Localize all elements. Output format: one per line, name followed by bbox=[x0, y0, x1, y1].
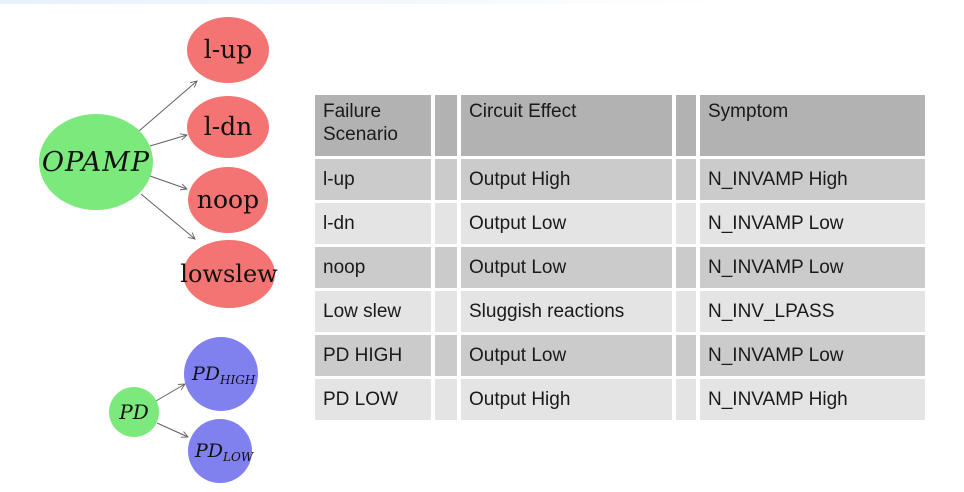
header-cell-failure-scenario: Failure Scenario bbox=[315, 95, 431, 156]
table-cell-symptom: N_INVAMP High bbox=[700, 159, 925, 200]
row-spacer-cell bbox=[676, 291, 696, 332]
table-cell-scenario: Low slew bbox=[315, 291, 431, 332]
edge-pd-to-pdlow bbox=[156, 422, 189, 438]
edge-opamp-to-lowslew bbox=[140, 193, 196, 240]
header-spacer-cell bbox=[676, 95, 696, 156]
edge-pd-to-pdhigh bbox=[155, 383, 186, 402]
row-spacer-cell bbox=[435, 291, 457, 332]
table-cell-scenario: PD HIGH bbox=[315, 335, 431, 376]
table-cell-scenario: l-up bbox=[315, 159, 431, 200]
table-cell-effect: Output Low bbox=[461, 247, 672, 288]
table-cell-effect: Output High bbox=[461, 379, 672, 420]
table-cell-scenario: PD LOW bbox=[315, 379, 431, 420]
node-pd-label: PD bbox=[118, 400, 149, 424]
node-l-up bbox=[187, 17, 269, 83]
node-opamp-label: OPAMP bbox=[42, 147, 150, 178]
node-pd-high-label: PDHIGH bbox=[191, 363, 256, 387]
table-cell-symptom: N_INVAMP Low bbox=[700, 247, 925, 288]
edge-opamp-to-l-up bbox=[138, 80, 198, 132]
row-spacer-cell bbox=[676, 335, 696, 376]
table-cell-symptom: N_INVAMP Low bbox=[700, 335, 925, 376]
row-spacer-cell bbox=[435, 159, 457, 200]
table-cell-effect: Sluggish reactions bbox=[461, 291, 672, 332]
table-cell-symptom: N_INV_LPASS bbox=[700, 291, 925, 332]
top-edge-strip bbox=[0, 0, 964, 4]
row-spacer-cell bbox=[676, 203, 696, 244]
edge-opamp-to-l-dn bbox=[149, 133, 188, 147]
table-cell-symptom: N_INVAMP High bbox=[700, 379, 925, 420]
node-lowslew bbox=[183, 240, 275, 308]
row-spacer-cell bbox=[435, 247, 457, 288]
header-spacer-cell bbox=[435, 95, 457, 156]
node-noop-label: noop bbox=[197, 185, 259, 214]
failure-scenario-table: Failure Scenario Circuit Effect Symptom … bbox=[315, 95, 925, 420]
table-cell-effect: Output Low bbox=[461, 335, 672, 376]
table-cell-effect: Output Low bbox=[461, 203, 672, 244]
node-pd-low-label: PDLOW bbox=[194, 440, 255, 464]
row-spacer-cell bbox=[435, 203, 457, 244]
table-cell-scenario: noop bbox=[315, 247, 431, 288]
table-cell-symptom: N_INVAMP Low bbox=[700, 203, 925, 244]
node-opamp bbox=[39, 114, 153, 210]
table-cell-effect: Output High bbox=[461, 159, 672, 200]
node-pd bbox=[109, 387, 159, 437]
row-spacer-cell bbox=[435, 379, 457, 420]
node-l-dn bbox=[187, 96, 269, 158]
row-spacer-cell bbox=[676, 247, 696, 288]
node-l-dn-label: l-dn bbox=[204, 112, 253, 141]
row-spacer-cell bbox=[435, 335, 457, 376]
node-pd-high bbox=[184, 337, 258, 411]
header-cell-symptom: Symptom bbox=[700, 95, 925, 156]
edge-opamp-to-noop bbox=[149, 175, 188, 191]
row-spacer-cell bbox=[676, 379, 696, 420]
node-pd-low bbox=[188, 419, 252, 483]
header-cell-circuit-effect: Circuit Effect bbox=[461, 95, 672, 156]
node-noop bbox=[188, 167, 268, 233]
row-spacer-cell bbox=[676, 159, 696, 200]
table-cell-scenario: l-dn bbox=[315, 203, 431, 244]
node-l-up-label: l-up bbox=[204, 35, 253, 64]
fault-tree-diagram: OPAMP l-up l-dn noop lowslew PD PDHIGH P… bbox=[39, 17, 278, 483]
node-lowslew-label: lowslew bbox=[180, 260, 278, 288]
